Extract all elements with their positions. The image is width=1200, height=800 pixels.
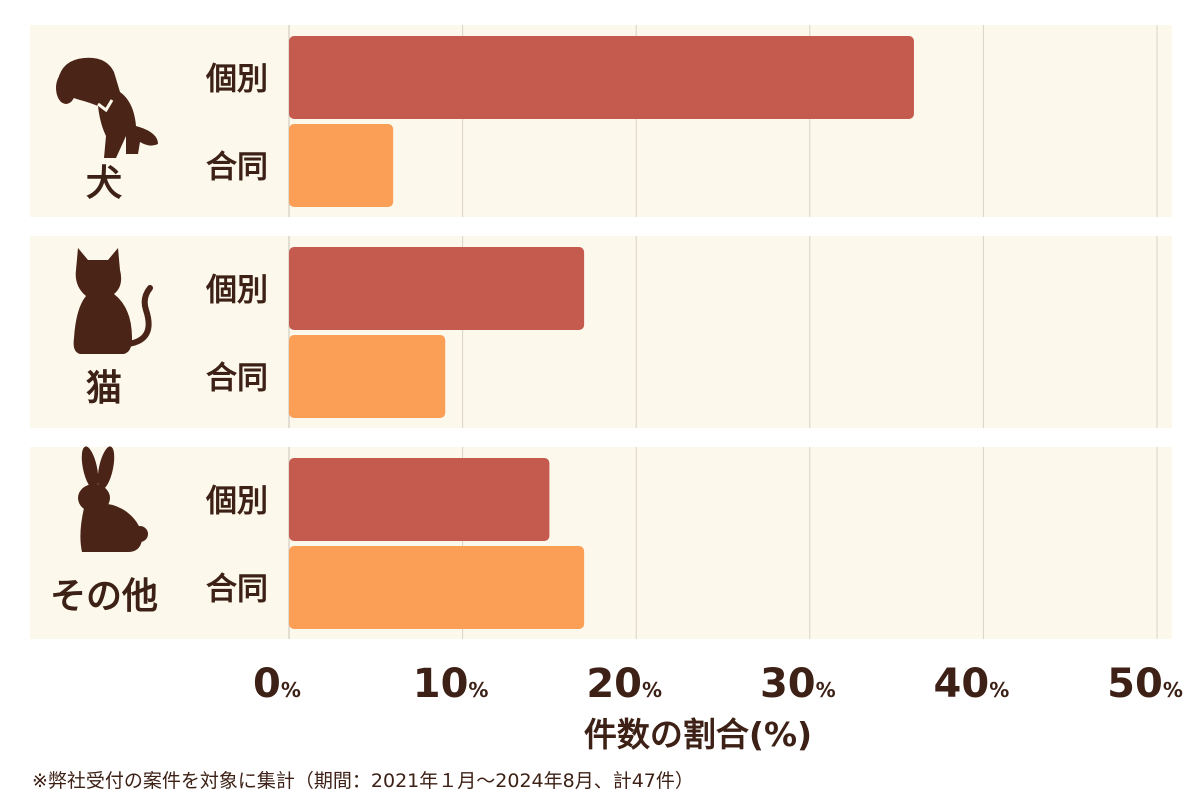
x-axis-title: 件数の割合(%): [584, 715, 812, 754]
bar-その他-個別: [289, 458, 550, 541]
bar-犬-合同: [289, 124, 394, 207]
bar-猫-個別: [289, 247, 585, 330]
group-label-その他: その他: [50, 576, 158, 617]
dog-icon: [56, 57, 158, 158]
x-tick-label-50: 50%: [1107, 661, 1183, 707]
group-label-猫: 猫: [86, 368, 122, 409]
rabbit-icon: [78, 446, 148, 552]
cat-icon: [73, 248, 153, 354]
series-label: 合同: [206, 572, 268, 608]
series-label: 合同: [206, 361, 268, 397]
series-label: 個別: [205, 62, 268, 98]
series-label: 合同: [206, 150, 268, 186]
bar-その他-合同: [289, 546, 585, 629]
bar-犬-個別: [289, 36, 914, 119]
group-panel-その他: [30, 447, 1172, 639]
group-panel-猫: [30, 236, 1172, 428]
x-tick-label-10: 10%: [413, 661, 489, 707]
x-tick-label-0: 0%: [253, 661, 301, 707]
footnote: ※弊社受付の案件を対象に集計（期間：2021年１月〜2024年8月、計47件）: [32, 770, 694, 792]
x-tick-label-30: 30%: [760, 661, 836, 707]
series-label: 個別: [205, 273, 268, 309]
bar-猫-合同: [289, 335, 446, 418]
series-label: 個別: [205, 484, 268, 520]
x-tick-label-20: 20%: [586, 661, 662, 707]
x-tick-label-40: 40%: [934, 661, 1010, 707]
group-label-犬: 犬: [86, 163, 122, 204]
